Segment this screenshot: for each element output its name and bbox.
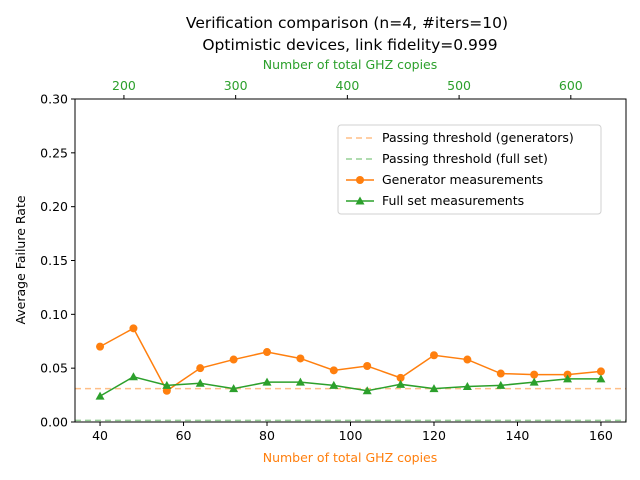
x-tick-label: 160 bbox=[589, 428, 613, 443]
full-set-series-point bbox=[362, 386, 372, 395]
generator-series-point bbox=[229, 355, 238, 364]
full-set-series-point bbox=[462, 381, 472, 390]
legend-label-threshold-full-set: Passing threshold (full set) bbox=[382, 151, 548, 166]
y-tick-label: 0.15 bbox=[40, 253, 68, 268]
full-set-series-point bbox=[195, 378, 205, 387]
legend-marker-full-set-series bbox=[355, 196, 365, 205]
generator-series-point bbox=[463, 355, 472, 364]
y-tick-label: 0.10 bbox=[40, 307, 68, 322]
legend-label-threshold-generators: Passing threshold (generators) bbox=[382, 130, 574, 145]
x2-axis-label: Number of total GHZ copies bbox=[263, 57, 438, 72]
plot-frame bbox=[74, 98, 627, 423]
x-tick-label: 40 bbox=[92, 428, 108, 443]
generator-series-point bbox=[429, 351, 438, 360]
full-set-series-point bbox=[128, 372, 138, 381]
full-set-series-point bbox=[529, 377, 539, 386]
y-tick-label: 0.25 bbox=[40, 145, 68, 160]
full-set-series-point bbox=[496, 380, 506, 389]
x-tick-label: 100 bbox=[339, 428, 363, 443]
full-set-series-point bbox=[329, 380, 339, 389]
full-set-series-point bbox=[563, 374, 573, 383]
y-tick-label: 0.05 bbox=[40, 361, 68, 376]
full-set-series-line bbox=[99, 375, 601, 397]
generator-series-point bbox=[263, 348, 272, 357]
generator-series-line bbox=[99, 327, 602, 392]
x2-tick-label: 200 bbox=[112, 78, 136, 93]
x2-tick-label: 300 bbox=[224, 78, 248, 93]
generator-series-point bbox=[496, 369, 505, 378]
x-tick-label: 80 bbox=[259, 428, 275, 443]
generator-series-point bbox=[363, 362, 372, 371]
y-tick-label: 0.30 bbox=[40, 92, 68, 107]
generator-series-point bbox=[596, 367, 605, 376]
generator-series-point bbox=[396, 373, 405, 382]
x2-tick-label: 400 bbox=[335, 78, 359, 93]
generator-series-point bbox=[129, 324, 138, 333]
y-axis-label: Average Failure Rate bbox=[13, 195, 28, 324]
chart-title: Verification comparison (n=4, #iters=10) bbox=[186, 14, 508, 32]
legend-marker-generator-series bbox=[356, 176, 364, 184]
x-tick-label: 120 bbox=[422, 428, 446, 443]
full-set-series-point bbox=[596, 374, 606, 383]
generator-series-point bbox=[530, 370, 539, 379]
legend-label-full-set-series: Full set measurements bbox=[382, 193, 524, 208]
full-set-series-point bbox=[229, 384, 239, 393]
full-set-series-point bbox=[262, 377, 272, 386]
full-set-series-point bbox=[396, 379, 406, 388]
chart-subtitle: Optimistic devices, link fidelity=0.999 bbox=[202, 36, 497, 54]
generator-series-point bbox=[329, 366, 338, 375]
x-tick-label: 60 bbox=[176, 428, 192, 443]
full-set-series-point bbox=[429, 384, 439, 393]
full-set-series-point bbox=[162, 380, 172, 389]
x-tick-label: 140 bbox=[506, 428, 530, 443]
legend-label-generator-series: Generator measurements bbox=[382, 172, 543, 187]
generator-series-point bbox=[96, 342, 105, 351]
x-axis-label: Number of total GHZ copies bbox=[263, 450, 438, 465]
generator-series-point bbox=[296, 354, 305, 363]
x2-tick-label: 500 bbox=[447, 78, 471, 93]
full-set-series-point bbox=[95, 391, 105, 400]
generator-series-point bbox=[196, 364, 205, 373]
plot-area: 40 60 80 100 120 140 160 200 300 400 500 600 0.00 0.0… bbox=[40, 78, 626, 443]
y-tick-label: 0.00 bbox=[40, 415, 68, 430]
legend: Passing threshold (generators) Passing t… bbox=[337, 124, 602, 215]
x2-tick-label: 600 bbox=[559, 78, 583, 93]
y-tick-label: 0.20 bbox=[40, 199, 68, 214]
full-set-series-point bbox=[295, 377, 305, 386]
legend-box bbox=[337, 124, 602, 215]
